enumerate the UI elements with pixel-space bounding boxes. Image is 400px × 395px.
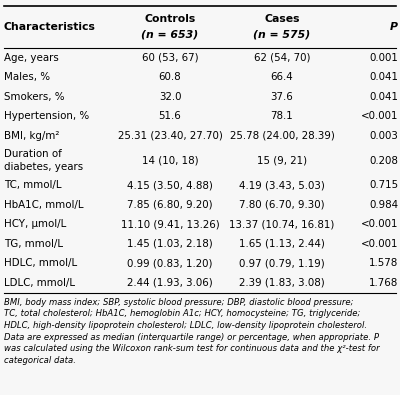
Text: TC, total cholesterol; HbA1C, hemoglobin A1c; HCY, homocysteine; TG, triglycerid: TC, total cholesterol; HbA1C, hemoglobin… xyxy=(4,310,360,318)
Text: (n = 575): (n = 575) xyxy=(253,30,311,40)
Text: Data are expressed as median (interquartile range) or percentage, when appropria: Data are expressed as median (interquart… xyxy=(4,333,379,342)
Text: Characteristics: Characteristics xyxy=(4,22,96,32)
Text: Hypertension, %: Hypertension, % xyxy=(4,111,89,121)
Text: 62 (54, 70): 62 (54, 70) xyxy=(254,53,310,63)
Text: 0.003: 0.003 xyxy=(369,131,398,141)
Text: diabetes, years: diabetes, years xyxy=(4,162,83,172)
Text: TG, mmol/L: TG, mmol/L xyxy=(4,239,63,249)
Text: 1.45 (1.03, 2.18): 1.45 (1.03, 2.18) xyxy=(127,239,213,249)
Text: <0.001: <0.001 xyxy=(360,239,398,249)
Text: 4.19 (3.43, 5.03): 4.19 (3.43, 5.03) xyxy=(239,180,325,190)
Text: 0.984: 0.984 xyxy=(369,200,398,210)
Text: HCY, μmol/L: HCY, μmol/L xyxy=(4,219,66,229)
Text: 11.10 (9.41, 13.26): 11.10 (9.41, 13.26) xyxy=(121,219,219,229)
Text: 2.39 (1.83, 3.08): 2.39 (1.83, 3.08) xyxy=(239,278,325,288)
Text: HbA1C, mmol/L: HbA1C, mmol/L xyxy=(4,200,84,210)
Text: 37.6: 37.6 xyxy=(271,92,293,102)
Text: 51.6: 51.6 xyxy=(159,111,181,121)
Text: 4.15 (3.50, 4.88): 4.15 (3.50, 4.88) xyxy=(127,180,213,190)
Text: 1.578: 1.578 xyxy=(369,258,398,268)
Text: Controls: Controls xyxy=(144,15,196,24)
Text: 60 (53, 67): 60 (53, 67) xyxy=(142,53,198,63)
Text: LDLC, mmol/L: LDLC, mmol/L xyxy=(4,278,75,288)
Text: 66.4: 66.4 xyxy=(271,72,293,82)
Text: <0.001: <0.001 xyxy=(360,111,398,121)
Text: 0.001: 0.001 xyxy=(369,53,398,63)
Text: 1.65 (1.13, 2.44): 1.65 (1.13, 2.44) xyxy=(239,239,325,249)
Text: 0.208: 0.208 xyxy=(369,156,398,166)
Text: Duration of: Duration of xyxy=(4,149,62,159)
Text: P: P xyxy=(390,22,398,32)
Text: categorical data.: categorical data. xyxy=(4,356,76,365)
Text: Age, years: Age, years xyxy=(4,53,59,63)
Text: Males, %: Males, % xyxy=(4,72,50,82)
Text: 0.041: 0.041 xyxy=(369,92,398,102)
Text: BMI, body mass index; SBP, systolic blood pressure; DBP, diastolic blood pressur: BMI, body mass index; SBP, systolic bloo… xyxy=(4,298,354,307)
Text: 0.97 (0.79, 1.19): 0.97 (0.79, 1.19) xyxy=(239,258,325,268)
Text: 78.1: 78.1 xyxy=(271,111,293,121)
Text: 0.715: 0.715 xyxy=(369,180,398,190)
Text: 1.768: 1.768 xyxy=(369,278,398,288)
Text: <0.001: <0.001 xyxy=(360,219,398,229)
Text: 15 (9, 21): 15 (9, 21) xyxy=(257,156,307,166)
Text: Smokers, %: Smokers, % xyxy=(4,92,65,102)
Text: 0.041: 0.041 xyxy=(369,72,398,82)
Text: 2.44 (1.93, 3.06): 2.44 (1.93, 3.06) xyxy=(127,278,213,288)
Text: HDLC, high-density lipoprotein cholesterol; LDLC, low-density lipoprotein choles: HDLC, high-density lipoprotein cholester… xyxy=(4,321,367,330)
Text: 25.31 (23.40, 27.70): 25.31 (23.40, 27.70) xyxy=(118,131,222,141)
Text: 60.8: 60.8 xyxy=(159,72,181,82)
Text: 13.37 (10.74, 16.81): 13.37 (10.74, 16.81) xyxy=(229,219,335,229)
Text: 32.0: 32.0 xyxy=(159,92,181,102)
Text: (n = 653): (n = 653) xyxy=(141,30,199,40)
Text: 7.80 (6.70, 9.30): 7.80 (6.70, 9.30) xyxy=(239,200,325,210)
Text: TC, mmol/L: TC, mmol/L xyxy=(4,180,62,190)
Text: HDLC, mmol/L: HDLC, mmol/L xyxy=(4,258,77,268)
Text: 14 (10, 18): 14 (10, 18) xyxy=(142,156,198,166)
Text: was calculated using the Wilcoxon rank-sum test for continuous data and the χ²-t: was calculated using the Wilcoxon rank-s… xyxy=(4,344,380,353)
Text: 7.85 (6.80, 9.20): 7.85 (6.80, 9.20) xyxy=(127,200,213,210)
Text: 0.99 (0.83, 1.20): 0.99 (0.83, 1.20) xyxy=(127,258,213,268)
Text: 25.78 (24.00, 28.39): 25.78 (24.00, 28.39) xyxy=(230,131,334,141)
Text: Cases: Cases xyxy=(264,15,300,24)
Text: BMI, kg/m²: BMI, kg/m² xyxy=(4,131,59,141)
